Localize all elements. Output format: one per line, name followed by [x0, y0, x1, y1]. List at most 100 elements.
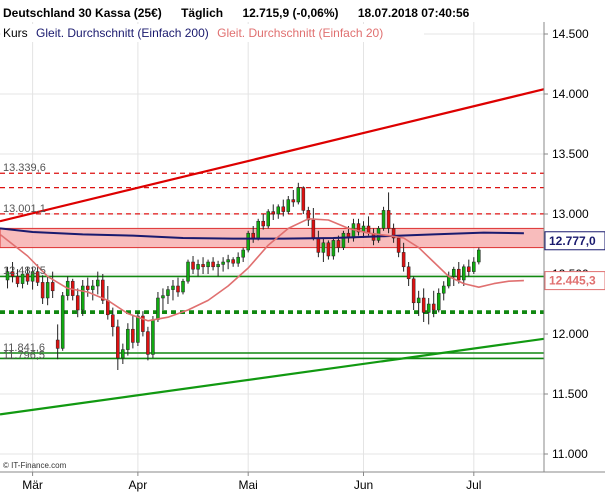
candle [55, 324, 60, 360]
candle-body [401, 252, 406, 268]
candle [286, 196, 291, 214]
candle [406, 262, 411, 286]
candle-body [296, 187, 301, 203]
candle-body [111, 314, 115, 328]
candle-body [176, 285, 180, 293]
candle [381, 206, 386, 231]
candle-body [101, 279, 105, 301]
candle-body [116, 326, 120, 359]
candle-body [321, 242, 326, 253]
candle-body [186, 261, 190, 282]
level-label: 13.339,6 [3, 162, 46, 174]
candle-body [45, 282, 50, 299]
candle [261, 214, 265, 230]
candle [411, 276, 416, 310]
candle-body [75, 295, 80, 311]
candle [236, 252, 240, 267]
candle [80, 280, 85, 316]
candle-body [301, 187, 306, 211]
candle [211, 257, 215, 271]
candle-body [452, 268, 456, 277]
candle-body [226, 259, 230, 263]
candle-body [241, 249, 245, 258]
last-price: 12.715,9 (-0,06%) [242, 6, 338, 20]
candle [216, 260, 220, 277]
instrument-name: Deutschland 30 Kassa (25€) [3, 6, 162, 20]
value-tag-label: 12.445,3 [549, 274, 596, 288]
candle-body [91, 285, 95, 290]
svg-text:Deutschland 30 Kassa (25€): Deutschland 30 Kassa (25€) Täglich 12.71… [3, 6, 470, 20]
candle [391, 223, 396, 243]
candle [156, 292, 160, 322]
legend-background [1, 24, 424, 42]
candle [436, 288, 441, 313]
candle [106, 286, 110, 320]
candle-body [30, 271, 35, 282]
candle [20, 270, 25, 289]
level-label: 11.796,5 [3, 349, 45, 361]
candle-body [291, 199, 296, 203]
candle [271, 204, 276, 220]
candle-body [211, 261, 215, 268]
candle [50, 271, 55, 298]
legend-sma20: Gleit. Durchschnitt (Einfach 20) [217, 26, 383, 40]
candle-body [206, 261, 210, 268]
candle-body [196, 264, 200, 270]
y-tick-label: 14.000 [552, 87, 589, 101]
channel-line [0, 88, 545, 223]
candle [35, 264, 40, 286]
candle-body [457, 268, 461, 281]
level-label: 12.482,5 [3, 265, 46, 277]
candle-body [201, 264, 205, 268]
candle-body [136, 315, 140, 343]
y-tick-label: 11.000 [552, 447, 588, 461]
x-tick-label: Jul [466, 478, 481, 492]
candle [176, 277, 180, 297]
candle-body [406, 266, 411, 280]
candle [116, 319, 120, 370]
candle-body [121, 349, 125, 359]
candle [281, 199, 286, 217]
candle [467, 259, 471, 277]
candle-body [467, 266, 471, 272]
candle [15, 269, 20, 288]
candle [166, 286, 170, 304]
candle [151, 316, 155, 358]
x-tick-label: Jun [354, 478, 373, 492]
candle-body [266, 211, 270, 227]
candle [5, 266, 10, 289]
candle [356, 218, 361, 236]
candle [256, 218, 260, 241]
candle-body [431, 303, 436, 311]
x-tick-label: Mär [22, 478, 43, 492]
candle [146, 326, 150, 361]
candle [45, 276, 50, 306]
candle [121, 343, 125, 364]
sma200-line [0, 227, 524, 240]
interval-label: Täglich [181, 6, 223, 20]
candle [452, 266, 456, 286]
candle-body [396, 237, 401, 253]
y-tick-label: 14.500 [552, 27, 589, 41]
svg-text:Kurs Gleit. Durchschnitt (: Kurs Gleit. Durchschnitt (Einfach 200) G… [3, 26, 383, 40]
candle-body [35, 271, 40, 283]
candle [131, 316, 135, 349]
candle-body [472, 261, 476, 272]
candle [472, 257, 476, 274]
candle-body [341, 232, 346, 248]
candle [462, 264, 466, 286]
candle-body [477, 249, 481, 263]
candle-body [181, 280, 185, 293]
candle [321, 238, 326, 262]
legend-sma200: Gleit. Durchschnitt (Einfach 200) [36, 26, 209, 40]
candle-body [316, 237, 321, 253]
candle [426, 298, 431, 325]
candle-body [171, 285, 175, 290]
value-tags: 12.777,0 12.445,3 [544, 231, 605, 291]
candle [331, 238, 336, 260]
candle [161, 288, 165, 310]
value-tag-label: 12.777,0 [549, 234, 596, 248]
candle [206, 259, 210, 274]
candle-body [426, 303, 431, 313]
candle-body [216, 264, 220, 268]
